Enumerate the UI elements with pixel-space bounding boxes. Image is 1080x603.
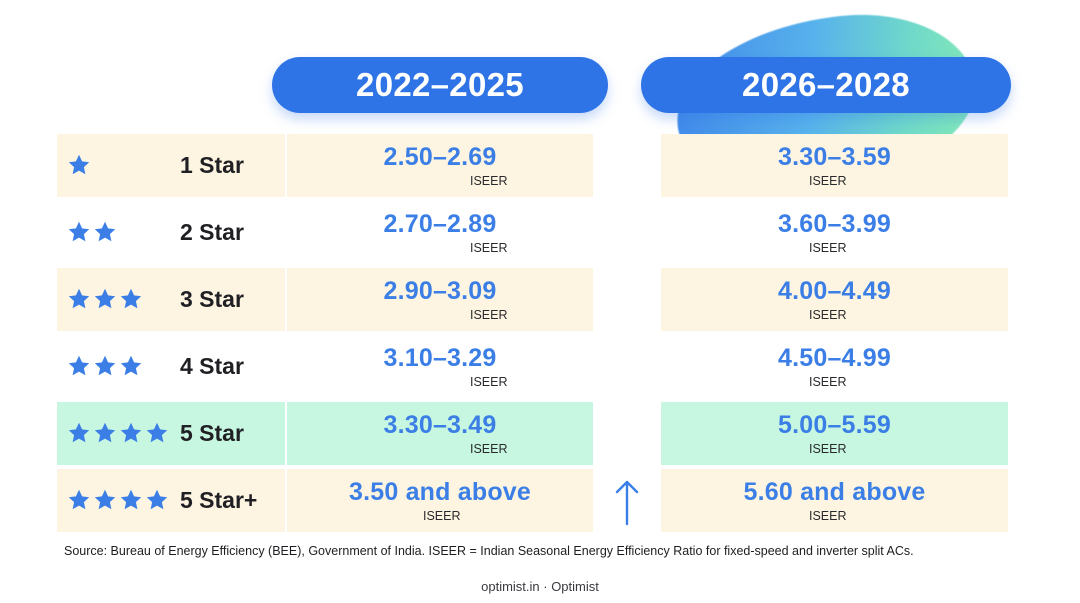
star-icon: [94, 288, 116, 309]
rating-label-cell: 5 Star: [57, 402, 285, 465]
iseer-unit: ISEER: [809, 241, 847, 255]
star-label: 2 Star: [180, 219, 244, 245]
iseer-2022-2025-cell: 3.30–3.49 ISEER: [287, 402, 593, 465]
star-icon: [146, 422, 168, 443]
iseer-2026-2028-cell: 3.30–3.59 ISEER: [661, 134, 1008, 197]
iseer-unit: ISEER: [470, 375, 508, 389]
header-period-2026-2028: 2026–2028: [641, 57, 1011, 113]
star-icon: [120, 288, 142, 309]
iseer-range-value: 5.00–5.59: [777, 411, 892, 439]
iseer-range-value: 2.70–2.89: [383, 210, 497, 238]
star-icon: [94, 355, 116, 376]
iseer-2022-2025-cell: 3.50 and above ISEER: [287, 469, 593, 532]
iseer-range-value: 3.50 and above: [348, 478, 532, 506]
iseer-range-value: 5.60 and above: [743, 478, 926, 506]
star-rating: [67, 354, 143, 380]
star-label: 1 Star: [180, 152, 244, 178]
star-label: 3 Star: [180, 286, 244, 312]
iseer-range-value: 3.60–3.99: [777, 210, 892, 238]
star-rating: [67, 153, 91, 179]
rating-label-cell: 3 Star: [57, 268, 285, 331]
star-rating: [67, 421, 169, 447]
iseer-unit: ISEER: [470, 174, 508, 188]
star-icon: [120, 422, 142, 443]
iseer-range-value: 3.10–3.29: [383, 344, 497, 372]
iseer-2022-2025-cell: 3.10–3.29 ISEER: [287, 335, 593, 398]
star-icon: [120, 355, 142, 376]
star-label: 4 Star: [180, 353, 244, 379]
rating-label-cell: 4 Star: [57, 335, 285, 398]
iseer-2026-2028-cell: 4.00–4.49 ISEER: [661, 268, 1008, 331]
star-rating: [67, 287, 143, 313]
star-icon: [120, 489, 142, 510]
iseer-unit: ISEER: [809, 509, 847, 523]
footer-credit: optimist.in · Optimist: [481, 579, 599, 594]
star-label: 5 Star: [180, 420, 244, 446]
star-icon: [68, 221, 90, 242]
iseer-range-value: 2.50–2.69: [383, 143, 497, 171]
rating-label-cell: 2 Star: [57, 201, 285, 264]
star-icon: [68, 288, 90, 309]
star-rating: [67, 220, 117, 246]
star-icon: [68, 154, 90, 175]
iseer-2026-2028-cell: 4.50–4.99 ISEER: [661, 335, 1008, 398]
iseer-2022-2025-cell: 2.70–2.89 ISEER: [287, 201, 593, 264]
iseer-range-value: 3.30–3.59: [777, 143, 892, 171]
iseer-range-value: 4.50–4.99: [777, 344, 892, 372]
rating-label-cell: 5 Star+: [57, 469, 285, 532]
iseer-unit: ISEER: [809, 308, 847, 322]
header-period-2022-2025: 2022–2025: [272, 57, 608, 113]
iseer-unit: ISEER: [470, 442, 508, 456]
star-icon: [68, 422, 90, 443]
iseer-range-value: 3.30–3.49: [383, 411, 497, 439]
iseer-2026-2028-cell: 5.00–5.59 ISEER: [661, 402, 1008, 465]
iseer-unit: ISEER: [470, 241, 508, 255]
star-icon: [68, 355, 90, 376]
rating-label-cell: 1 Star: [57, 134, 285, 197]
iseer-unit: ISEER: [470, 308, 508, 322]
iseer-2022-2025-cell: 2.90–3.09 ISEER: [287, 268, 593, 331]
star-icon: [146, 489, 168, 510]
iseer-unit: ISEER: [809, 442, 847, 456]
star-icon: [94, 422, 116, 443]
arrow-up-icon: [615, 480, 639, 526]
star-icon: [94, 489, 116, 510]
iseer-2026-2028-cell: 5.60 and above ISEER: [661, 469, 1008, 532]
iseer-unit: ISEER: [809, 174, 847, 188]
iseer-unit: ISEER: [423, 509, 461, 523]
iseer-range-value: 4.00–4.49: [777, 277, 892, 305]
star-icon: [94, 221, 116, 242]
source-note: Source: Bureau of Energy Efficiency (BEE…: [64, 544, 914, 558]
iseer-2026-2028-cell: 3.60–3.99 ISEER: [661, 201, 1008, 264]
star-icon: [68, 489, 90, 510]
star-label: 5 Star+: [180, 487, 258, 513]
iseer-range-value: 2.90–3.09: [383, 277, 497, 305]
iseer-2022-2025-cell: 2.50–2.69 ISEER: [287, 134, 593, 197]
star-rating: [67, 488, 169, 514]
iseer-unit: ISEER: [809, 375, 847, 389]
